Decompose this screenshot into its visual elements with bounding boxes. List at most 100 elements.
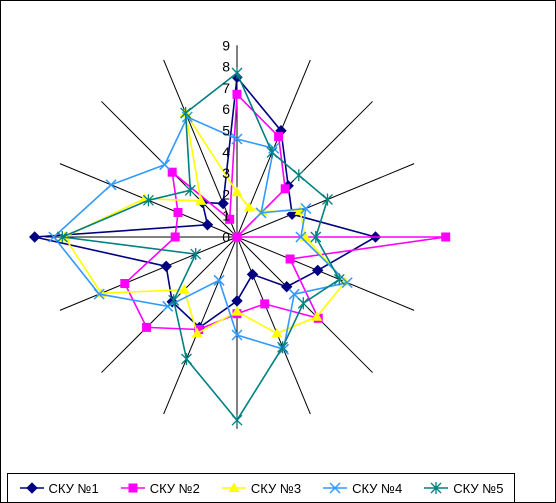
data-point-marker: [266, 146, 278, 159]
data-point-marker: [231, 67, 243, 79]
data-point-marker: [105, 179, 117, 191]
radar-spoke: [236, 236, 311, 415]
legend-entry: СКУ №4: [322, 481, 402, 496]
data-point-marker: [297, 297, 309, 310]
data-point-marker: [48, 231, 60, 243]
data-point-marker: [441, 232, 451, 242]
data-point-marker: [168, 294, 180, 307]
series-line: [59, 71, 341, 422]
data-point-marker: [311, 264, 324, 277]
data-point-marker: [178, 284, 190, 294]
legend-swatch: [221, 482, 246, 492]
legend-label: СКУ №3: [250, 480, 302, 496]
r-tick-label: 8: [222, 59, 230, 75]
data-point-marker: [25, 482, 38, 494]
data-point-marker: [293, 169, 305, 182]
data-point-marker: [142, 322, 152, 332]
data-point-marker: [232, 232, 242, 242]
legend-label: СКУ №2: [149, 480, 200, 496]
r-axis-tick-labels: 0 1 2 3 4 5 6 7 8 9: [222, 37, 230, 245]
legend-swatch: [323, 482, 348, 494]
data-point-marker: [311, 311, 323, 321]
data-point-marker: [246, 268, 259, 281]
data-point-marker: [160, 260, 172, 273]
r-tick-label: 3: [222, 165, 230, 181]
data-point-marker: [56, 231, 68, 243]
r-tick-label: 2: [222, 186, 230, 202]
data-point-marker: [181, 353, 192, 365]
data-point-marker: [128, 483, 138, 493]
data-point-marker: [184, 184, 196, 197]
data-point-marker: [93, 288, 105, 300]
data-point-marker: [255, 207, 267, 219]
data-point-marker: [142, 194, 154, 207]
data-point-marker: [322, 193, 333, 206]
data-point-marker: [243, 202, 255, 212]
data-point-marker: [181, 111, 193, 123]
data-point-marker: [333, 273, 345, 286]
data-point-marker: [180, 107, 192, 119]
legend-swatch: [120, 483, 145, 493]
data-point-marker: [300, 202, 312, 215]
r-tick-label: 4: [222, 144, 230, 160]
chart-legend: СКУ №1 СКУ №2 СКУ №3 СКУ №4 СКУ №5: [7, 473, 515, 502]
legend-entry: СКУ №2: [120, 481, 200, 496]
data-point-marker: [167, 167, 177, 177]
r-tick-label: 0: [222, 229, 230, 245]
data-point-marker: [277, 341, 289, 354]
data-point-marker: [310, 231, 322, 243]
data-point-marker: [195, 195, 207, 205]
data-point-marker: [213, 274, 225, 286]
data-point-marker: [173, 208, 183, 217]
data-point-marker: [231, 186, 243, 197]
data-point-marker: [329, 482, 341, 494]
series-group: [120, 89, 451, 334]
data-point-marker: [225, 214, 235, 224]
radar-spoke: [236, 163, 415, 238]
r-tick-label: 9: [222, 37, 230, 53]
data-point-marker: [191, 327, 203, 338]
data-point-marker: [295, 231, 307, 243]
legend-label: СКУ №1: [48, 480, 99, 496]
data-point-marker: [231, 329, 243, 341]
data-point-marker: [260, 299, 270, 309]
radar-spoke: [236, 236, 415, 311]
legend-label: СКУ №4: [352, 480, 403, 496]
data-point-marker: [231, 133, 243, 145]
series-group: [56, 67, 345, 427]
data-point-marker: [231, 414, 243, 427]
data-point-marker: [194, 325, 204, 334]
legend-swatch: [19, 482, 44, 494]
series-group: [48, 111, 353, 355]
legend-entry: СКУ №1: [19, 481, 99, 496]
data-point-marker: [271, 327, 283, 338]
r-tick-label: 1: [222, 208, 230, 224]
data-point-marker: [268, 142, 280, 154]
data-point-marker: [232, 89, 242, 99]
data-point-marker: [274, 132, 284, 142]
radar-spoke: [59, 236, 238, 311]
legend-label: СКУ №5: [453, 480, 504, 496]
radar-plot: 0 1 2 3 4 5 6 7 8 9: [28, 37, 451, 429]
data-point-marker: [201, 219, 214, 231]
data-point-marker: [228, 482, 240, 492]
data-point-marker: [170, 232, 180, 242]
data-point-marker: [430, 482, 442, 494]
data-point-marker: [231, 306, 243, 316]
data-point-marker: [28, 231, 41, 243]
data-point-marker: [120, 279, 130, 288]
r-tick-label: 7: [222, 80, 230, 96]
r-tick-label: 5: [222, 123, 230, 139]
legend-swatch: [424, 482, 449, 494]
data-point-marker: [288, 288, 300, 300]
data-point-marker: [217, 197, 229, 210]
data-point-marker: [231, 295, 243, 307]
data-point-marker: [285, 254, 295, 264]
legend-entry: СКУ №3: [221, 481, 301, 496]
r-tick-label: 6: [222, 101, 230, 117]
data-point-marker: [159, 159, 171, 171]
data-point-marker: [190, 248, 202, 261]
legend-entry: СКУ №5: [423, 481, 503, 496]
data-point-marker: [341, 277, 353, 289]
